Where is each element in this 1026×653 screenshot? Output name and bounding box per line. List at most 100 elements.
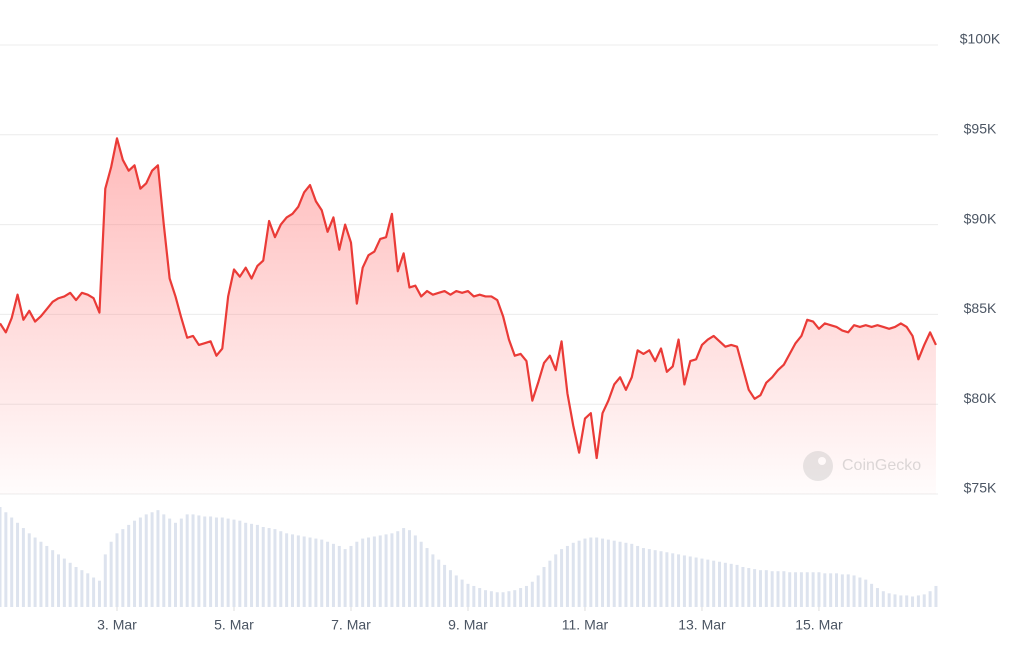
volume-bar bbox=[881, 591, 885, 607]
volume-bar bbox=[349, 545, 353, 607]
volume-bar bbox=[478, 588, 482, 607]
volume-bar bbox=[753, 569, 757, 607]
volume-bar bbox=[226, 518, 230, 607]
volume-bar bbox=[150, 512, 154, 607]
volume-bar bbox=[179, 518, 183, 607]
volume-bar bbox=[443, 564, 447, 607]
volume-bar bbox=[495, 592, 499, 607]
volume-bar bbox=[729, 563, 733, 607]
volume-bar bbox=[390, 533, 394, 607]
volume-bar bbox=[115, 533, 119, 607]
volume-bar bbox=[21, 528, 25, 607]
volume-bar bbox=[764, 570, 768, 607]
volume-bar bbox=[109, 541, 113, 607]
volume-bar bbox=[285, 533, 289, 607]
volume-bar bbox=[97, 580, 101, 607]
volume-bar bbox=[51, 550, 55, 607]
volume-bar bbox=[0, 507, 2, 607]
volume-bar bbox=[378, 535, 382, 607]
volume-bar bbox=[121, 529, 125, 607]
volume-bar bbox=[665, 552, 669, 607]
volume-bar bbox=[472, 585, 476, 607]
volume-bar bbox=[916, 595, 920, 607]
volume-bar bbox=[770, 571, 774, 607]
volume-bar bbox=[185, 514, 189, 607]
volume-bar bbox=[911, 596, 915, 607]
y-tick-label: $100K bbox=[960, 31, 1001, 47]
x-tick-label: 15. Mar bbox=[795, 617, 843, 633]
volume-bar bbox=[934, 585, 938, 607]
volume-bar bbox=[138, 517, 142, 607]
volume-bar bbox=[355, 541, 359, 607]
volume-bar bbox=[524, 585, 528, 607]
volume-bar bbox=[630, 543, 634, 607]
x-tick-label: 3. Mar bbox=[97, 617, 137, 633]
volume-bar bbox=[542, 567, 546, 607]
volume-bar bbox=[782, 571, 786, 607]
volume-bar bbox=[419, 541, 423, 607]
y-tick-label: $75K bbox=[964, 480, 997, 496]
y-tick-label: $80K bbox=[964, 390, 997, 406]
volume-bar bbox=[682, 555, 686, 607]
volume-bar bbox=[103, 554, 107, 607]
volume-bar bbox=[583, 538, 587, 607]
volume-bar bbox=[173, 522, 177, 607]
volume-bar bbox=[367, 537, 371, 607]
volume-bar bbox=[501, 592, 505, 607]
volume-bar bbox=[647, 549, 651, 607]
volume-bar bbox=[612, 540, 616, 607]
volume-bar bbox=[858, 577, 862, 607]
volume-bar bbox=[606, 539, 610, 607]
volume-bar bbox=[413, 535, 417, 607]
volume-bar bbox=[203, 516, 207, 607]
volume-bar bbox=[80, 570, 84, 607]
volume-bar bbox=[659, 551, 663, 607]
volume-bar bbox=[454, 575, 458, 607]
volume-bar bbox=[507, 591, 511, 607]
volume-bar bbox=[168, 518, 172, 607]
volume-bar bbox=[706, 559, 710, 607]
volume-bar bbox=[747, 568, 751, 607]
volume-bar bbox=[331, 543, 335, 607]
volume-bar bbox=[846, 574, 850, 607]
y-tick-label: $85K bbox=[964, 300, 997, 316]
volume-bar bbox=[805, 572, 809, 607]
y-tick-label: $95K bbox=[964, 121, 997, 137]
volume-bar bbox=[16, 522, 20, 607]
volume-bar bbox=[156, 510, 160, 607]
volume-bar bbox=[723, 562, 727, 607]
volume-bar bbox=[86, 573, 90, 607]
volume-bar bbox=[776, 571, 780, 607]
volume-bar bbox=[840, 574, 844, 607]
price-line bbox=[0, 137, 937, 460]
volume-bar bbox=[232, 519, 236, 607]
volume-bar bbox=[618, 541, 622, 607]
volume-bar bbox=[214, 517, 218, 607]
x-tick-label: 7. Mar bbox=[331, 617, 371, 633]
volume-bar bbox=[870, 583, 874, 607]
area-fill bbox=[0, 138, 936, 494]
volume-bar bbox=[255, 524, 259, 607]
volume-bar bbox=[56, 554, 60, 607]
volume-bar bbox=[922, 594, 926, 607]
volume-bar bbox=[823, 573, 827, 607]
volume-bar bbox=[4, 512, 8, 607]
volume-bar bbox=[741, 567, 745, 607]
y-tick-label: $90K bbox=[964, 210, 997, 226]
volume-bar bbox=[887, 593, 891, 607]
volume-bar bbox=[27, 533, 31, 607]
volume-bar bbox=[302, 536, 306, 607]
volume-bar bbox=[694, 557, 698, 607]
volume-bar bbox=[875, 588, 879, 607]
volume-bar bbox=[45, 545, 49, 607]
volume-bar bbox=[788, 572, 792, 607]
volume-bar bbox=[641, 548, 645, 607]
volume-bar bbox=[448, 570, 452, 607]
volume-bar bbox=[296, 535, 300, 607]
volume-bar bbox=[308, 537, 312, 607]
volume-bar bbox=[144, 514, 148, 607]
volume-bar bbox=[601, 538, 605, 607]
volume-bar bbox=[548, 560, 552, 607]
volume-bar bbox=[127, 524, 131, 607]
